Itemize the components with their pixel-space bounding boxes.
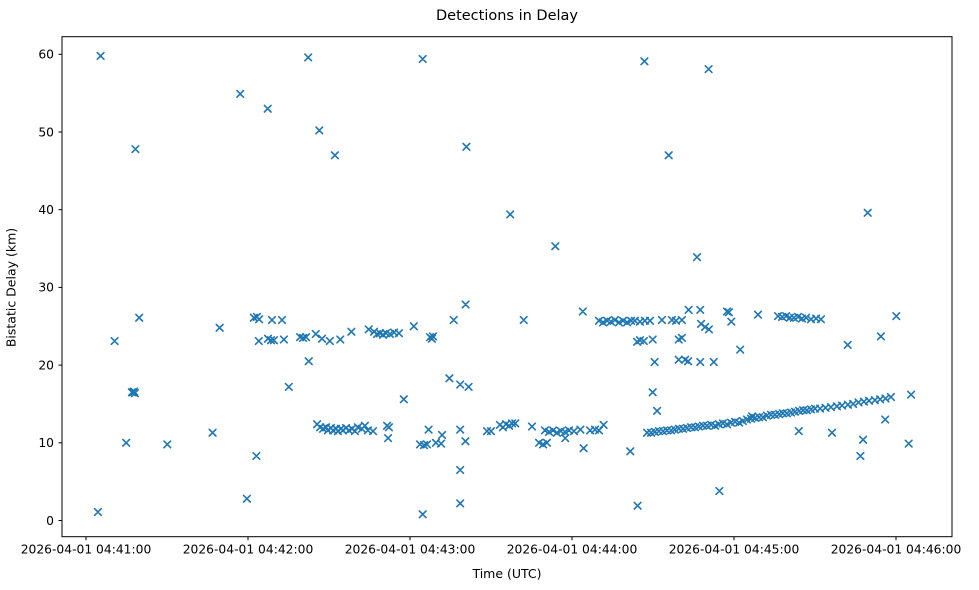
x-tick-label: 2026-04-01 04:43:00 — [345, 543, 476, 557]
x-tick-label: 2026-04-01 04:46:00 — [831, 543, 962, 557]
y-tick-label: 0 — [46, 514, 54, 528]
x-tick-label: 2026-04-01 04:42:00 — [183, 543, 314, 557]
y-tick-label: 60 — [38, 48, 54, 62]
x-axis-label: Time (UTC) — [472, 566, 542, 581]
y-axis-label: Bistatic Delay (km) — [3, 227, 19, 348]
y-tick-label: 40 — [38, 203, 54, 217]
plot-frame — [61, 36, 953, 538]
x-tick-label: 2026-04-01 04:41:00 — [21, 543, 152, 557]
y-tick-label: 10 — [38, 436, 54, 450]
x-tick-label: 2026-04-01 04:45:00 — [669, 543, 800, 557]
chart-title: Detections in Delay — [435, 8, 578, 24]
y-tick-label: 20 — [38, 358, 54, 372]
x-tick-label: 2026-04-01 04:44:00 — [507, 543, 638, 557]
y-tick-label: 30 — [38, 281, 54, 295]
y-tick-label: 50 — [38, 125, 54, 139]
scatter-points — [93, 51, 916, 519]
